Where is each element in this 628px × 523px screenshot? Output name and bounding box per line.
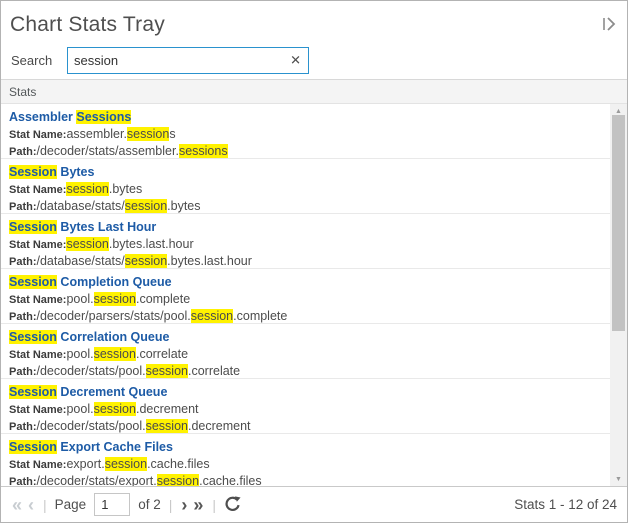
stat-list-item[interactable]: Session Bytes Last Hour Stat Name:sessio…: [1, 214, 610, 269]
stat-title-link[interactable]: Assembler Sessions: [9, 110, 132, 124]
scroll-down-icon[interactable]: ▼: [615, 475, 622, 483]
tray-header: Chart Stats Tray: [1, 1, 627, 43]
stat-name-value: pool.session.decrement: [66, 402, 199, 416]
prev-page-button[interactable]: ‹: [28, 494, 35, 515]
stat-list-item[interactable]: Assembler Sessions Stat Name:assembler.s…: [1, 104, 610, 159]
stat-name-label: Stat Name:: [9, 129, 67, 141]
path-value: /decoder/stats/pool.session.correlate: [36, 364, 241, 378]
last-page-button[interactable]: »: [193, 494, 204, 515]
stat-name-label: Stat Name:: [9, 404, 67, 416]
path-value: /database/stats/session.bytes.last.hour: [36, 254, 252, 268]
path-label: Path:: [9, 201, 37, 213]
path-label: Path:: [9, 366, 37, 378]
search-label: Search: [11, 52, 53, 68]
stat-list-item[interactable]: Session Correlation Queue Stat Name:pool…: [1, 324, 610, 379]
scroll-up-icon[interactable]: ▲: [615, 107, 622, 115]
next-page-button[interactable]: ›: [181, 494, 188, 515]
pagination-bar: « ‹ | Page of 2 | › » | Stats 1 - 12 of …: [1, 486, 627, 522]
scrollbar-thumb[interactable]: [612, 115, 625, 331]
stat-name-value: assembler.sessions: [66, 127, 176, 141]
path-label: Path:: [9, 476, 37, 486]
stat-list-item[interactable]: Session Decrement Queue Stat Name:pool.s…: [1, 379, 610, 434]
stat-title-link[interactable]: Session Export Cache Files: [9, 440, 173, 454]
stats-section-label: Stats: [9, 84, 37, 99]
divider: |: [212, 496, 217, 513]
path-value: /decoder/stats/pool.session.decrement: [36, 419, 251, 433]
path-value: /decoder/stats/export.session.cache.file…: [36, 474, 262, 486]
divider: |: [43, 496, 47, 513]
stat-name-label: Stat Name:: [9, 294, 67, 306]
first-page-button[interactable]: «: [12, 494, 23, 515]
chevron-right-bar-icon: [603, 16, 616, 31]
stat-name-value: pool.session.complete: [66, 292, 191, 306]
stat-title-link[interactable]: Session Bytes Last Hour: [9, 220, 157, 234]
path-label: Path:: [9, 311, 37, 323]
search-input[interactable]: [68, 47, 308, 73]
stat-name-value: session.bytes: [66, 182, 143, 196]
page-title: Chart Stats Tray: [10, 13, 165, 36]
divider: |: [168, 496, 173, 513]
stat-list-item[interactable]: Session Export Cache Files Stat Name:exp…: [1, 434, 610, 486]
clear-search-icon[interactable]: ✕: [290, 52, 301, 68]
path-value: /decoder/stats/assembler.sessions: [36, 144, 228, 158]
refresh-icon: [225, 496, 241, 512]
page-number-input[interactable]: [94, 493, 131, 516]
collapse-tray-icon[interactable]: [601, 14, 617, 37]
stat-name-label: Stat Name:: [9, 349, 67, 361]
stat-name-label: Stat Name:: [9, 239, 67, 251]
stat-name-label: Stat Name:: [9, 184, 67, 196]
stat-name-value: export.session.cache.files: [66, 457, 210, 471]
pagination-status: Stats 1 - 12 of 24: [514, 497, 617, 512]
stat-name-value: session.bytes.last.hour: [66, 237, 194, 251]
search-row: Search ✕: [1, 43, 627, 77]
search-field[interactable]: ✕: [67, 46, 309, 74]
stat-title-link[interactable]: Session Bytes: [9, 165, 95, 179]
page-count-label: of 2: [138, 497, 161, 512]
page-label: Page: [54, 497, 87, 512]
path-label: Path:: [9, 421, 37, 433]
path-value: /decoder/parsers/stats/pool.session.comp…: [36, 309, 288, 323]
stat-title-link[interactable]: Session Correlation Queue: [9, 330, 170, 344]
stat-name-label: Stat Name:: [9, 459, 67, 471]
path-label: Path:: [9, 146, 37, 158]
stats-section-header: Stats: [1, 79, 627, 104]
stats-list: Assembler Sessions Stat Name:assembler.s…: [1, 104, 627, 486]
vertical-scrollbar[interactable]: ▲ ▼: [610, 104, 627, 486]
stat-name-value: pool.session.correlate: [66, 347, 189, 361]
refresh-button[interactable]: [222, 496, 243, 513]
path-value: /database/stats/session.bytes: [36, 199, 201, 213]
path-label: Path:: [9, 256, 37, 268]
stat-title-link[interactable]: Session Completion Queue: [9, 275, 172, 289]
stat-list-item[interactable]: Session Completion Queue Stat Name:pool.…: [1, 269, 610, 324]
stat-title-link[interactable]: Session Decrement Queue: [9, 385, 168, 399]
stat-list-item[interactable]: Session Bytes Stat Name:session.bytes Pa…: [1, 159, 610, 214]
